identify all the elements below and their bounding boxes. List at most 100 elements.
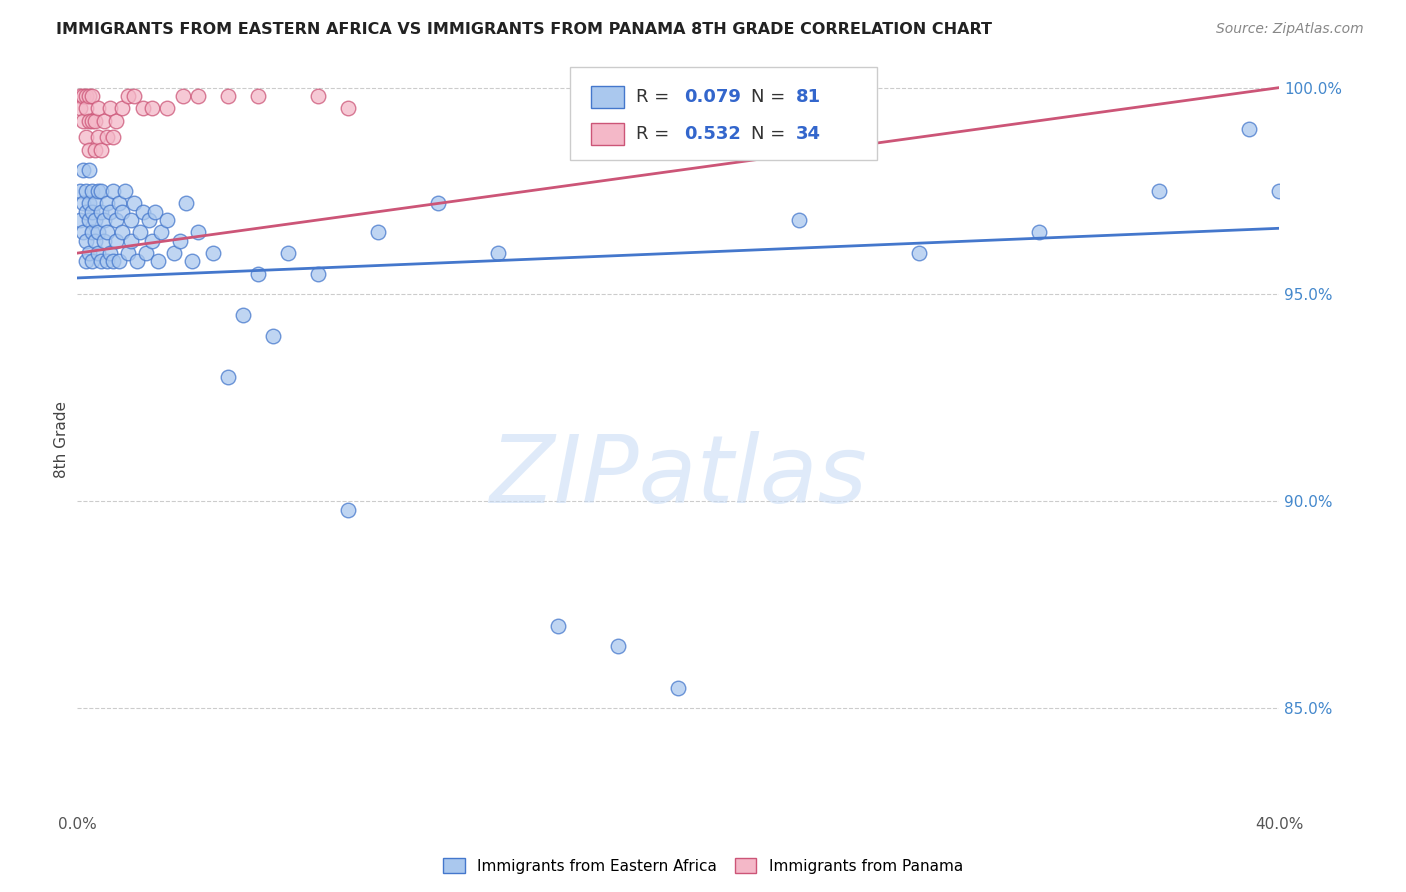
Point xyxy=(79,246,101,260)
Point xyxy=(75,184,97,198)
Point xyxy=(75,254,97,268)
Point xyxy=(87,101,110,115)
Point xyxy=(79,213,101,227)
Point xyxy=(69,101,91,115)
Point xyxy=(1268,184,1291,198)
Point xyxy=(201,246,224,260)
Point xyxy=(262,329,284,343)
Point xyxy=(486,246,509,260)
Point xyxy=(103,184,125,198)
Point xyxy=(96,226,118,240)
Point xyxy=(100,204,122,219)
Point xyxy=(120,234,142,248)
Point xyxy=(1149,184,1171,198)
Text: N =: N = xyxy=(751,125,790,143)
Point xyxy=(105,234,128,248)
Point xyxy=(69,213,91,227)
Point xyxy=(111,101,134,115)
Point xyxy=(108,254,131,268)
Point xyxy=(105,113,128,128)
Point xyxy=(307,88,329,103)
Point xyxy=(124,88,146,103)
Point xyxy=(246,267,269,281)
Point xyxy=(120,213,142,227)
Text: R =: R = xyxy=(637,87,675,105)
Text: 81: 81 xyxy=(796,87,821,105)
Point xyxy=(148,254,170,268)
Point xyxy=(132,101,155,115)
Point xyxy=(232,308,254,322)
Point xyxy=(135,246,157,260)
Point xyxy=(607,639,630,653)
Text: N =: N = xyxy=(751,87,790,105)
Point xyxy=(69,88,91,103)
Point xyxy=(82,184,104,198)
Point xyxy=(84,113,107,128)
Point xyxy=(84,143,107,157)
Point xyxy=(72,196,94,211)
Point xyxy=(90,204,112,219)
Point xyxy=(108,196,131,211)
Point xyxy=(174,196,197,211)
Point xyxy=(72,88,94,103)
Point xyxy=(96,130,118,145)
Text: R =: R = xyxy=(637,125,675,143)
Point xyxy=(79,88,101,103)
Point xyxy=(90,184,112,198)
Point xyxy=(114,184,136,198)
Point xyxy=(246,88,269,103)
Point xyxy=(84,213,107,227)
Point xyxy=(217,370,239,384)
Text: IMMIGRANTS FROM EASTERN AFRICA VS IMMIGRANTS FROM PANAMA 8TH GRADE CORRELATION C: IMMIGRANTS FROM EASTERN AFRICA VS IMMIGR… xyxy=(56,22,993,37)
Point xyxy=(908,246,931,260)
Point xyxy=(93,113,115,128)
Point xyxy=(150,226,173,240)
Point xyxy=(93,213,115,227)
Point xyxy=(217,88,239,103)
Point xyxy=(87,130,110,145)
Point xyxy=(75,234,97,248)
Point xyxy=(156,213,179,227)
FancyBboxPatch shape xyxy=(591,86,624,108)
Point xyxy=(277,246,299,260)
Point xyxy=(547,618,569,632)
Point xyxy=(138,213,160,227)
Point xyxy=(75,88,97,103)
Point xyxy=(162,246,184,260)
Y-axis label: 8th Grade: 8th Grade xyxy=(53,401,69,478)
Legend: Immigrants from Eastern Africa, Immigrants from Panama: Immigrants from Eastern Africa, Immigran… xyxy=(437,852,969,880)
Point xyxy=(82,204,104,219)
Point xyxy=(96,196,118,211)
Point xyxy=(132,204,155,219)
Point xyxy=(127,254,149,268)
Point xyxy=(90,254,112,268)
Point xyxy=(427,196,450,211)
Point xyxy=(111,204,134,219)
Point xyxy=(367,226,389,240)
Point xyxy=(75,101,97,115)
Point xyxy=(103,130,125,145)
Point xyxy=(180,254,202,268)
Point xyxy=(172,88,194,103)
Point xyxy=(307,267,329,281)
Point xyxy=(75,204,97,219)
Point xyxy=(117,88,139,103)
Point xyxy=(117,246,139,260)
Point xyxy=(111,226,134,240)
Point xyxy=(103,254,125,268)
Point xyxy=(787,213,810,227)
Point xyxy=(129,226,152,240)
Point xyxy=(336,101,359,115)
Point xyxy=(72,113,94,128)
Point xyxy=(124,196,146,211)
Point xyxy=(668,681,690,695)
Point xyxy=(156,101,179,115)
Point xyxy=(336,502,359,516)
Point xyxy=(84,196,107,211)
Point xyxy=(100,101,122,115)
Point xyxy=(90,143,112,157)
Point xyxy=(141,101,163,115)
Point xyxy=(169,234,191,248)
Point xyxy=(75,130,97,145)
Text: 0.079: 0.079 xyxy=(685,87,741,105)
